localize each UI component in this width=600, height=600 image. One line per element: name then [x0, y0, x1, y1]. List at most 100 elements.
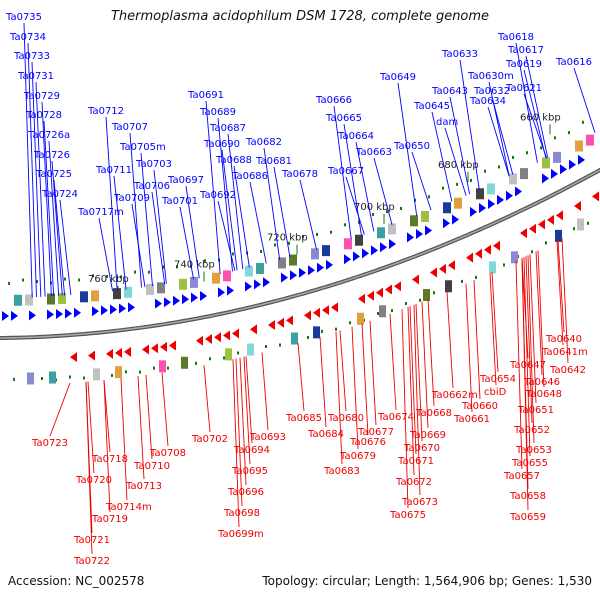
forward-gene-arrow — [425, 225, 432, 236]
forward-leader-line — [35, 81, 46, 297]
forward-gene-label: Ta0688 — [215, 155, 252, 166]
forward-leader-line — [573, 67, 596, 133]
forward-leader-line — [273, 166, 291, 258]
forward-feature-block — [542, 157, 550, 169]
forward-leader-line — [487, 106, 510, 177]
forward-leader-line — [345, 176, 365, 235]
reverse-gene-label: Ta0671 — [397, 456, 434, 467]
reverse-gene-arrow — [142, 344, 149, 355]
reverse-leader-line — [446, 291, 454, 389]
forward-feature-block — [113, 288, 121, 300]
forward-feature-block — [388, 223, 396, 235]
forward-leader-line — [113, 175, 127, 290]
ring-tick — [36, 280, 38, 284]
forward-feature-block — [377, 227, 385, 239]
reverse-leader-line — [535, 251, 543, 376]
forward-gene-arrow — [254, 279, 261, 290]
reverse-feature-block — [577, 218, 584, 231]
forward-gene-arrow — [326, 259, 333, 270]
forward-leader-line — [129, 132, 142, 288]
reverse-leader-line — [537, 250, 545, 388]
forward-gene-arrow — [101, 305, 108, 316]
forward-feature-block — [245, 265, 253, 277]
reverse-gene-label: Ta0642 — [549, 365, 586, 376]
forward-leader-line — [263, 147, 281, 261]
reverse-feature-block — [181, 356, 188, 369]
ring-tick — [349, 321, 351, 325]
forward-gene-label: Ta0728 — [25, 110, 62, 121]
reverse-feature-block — [291, 332, 298, 345]
forward-gene-arrow — [317, 262, 324, 273]
ring-tick — [503, 263, 505, 267]
reverse-feature-block — [445, 280, 452, 293]
ring-tick — [167, 366, 169, 370]
forward-leader-line — [523, 69, 547, 159]
forward-gene-arrow — [11, 310, 18, 321]
ring-tick — [83, 376, 85, 380]
reverse-gene-label: Ta0695 — [231, 466, 268, 477]
forward-gene-arrow — [569, 159, 576, 170]
reverse-feature-block — [555, 229, 562, 242]
forward-gene-arrow — [578, 154, 585, 165]
reverse-gene-label: Ta0646 — [523, 377, 560, 388]
ring-tick — [237, 351, 239, 355]
ring-tick — [274, 243, 276, 247]
ring-tick — [540, 146, 542, 150]
forward-feature-block — [47, 293, 55, 305]
forward-gene-arrow — [155, 298, 162, 309]
forward-leader-line — [205, 100, 221, 275]
forward-gene-label: Ta0682 — [245, 137, 282, 148]
ring-tick — [587, 221, 589, 225]
forward-gene-label: Ta0734 — [9, 32, 46, 43]
reverse-feature-block — [511, 251, 518, 264]
ring-tick — [22, 278, 24, 282]
reverse-leader-line — [389, 313, 397, 411]
reverse-leader-line — [407, 306, 415, 476]
reverse-feature-block — [93, 368, 100, 381]
ring-tick — [209, 357, 211, 361]
reverse-gene-label: Ta0672 — [395, 477, 432, 488]
forward-leader-line — [131, 203, 146, 288]
reverse-gene-arrow — [376, 287, 383, 298]
forward-gene-arrow — [344, 254, 351, 265]
forward-gene-label: Ta0726 — [33, 150, 70, 161]
forward-leader-line — [98, 217, 114, 292]
reverse-gene-arrow — [277, 317, 284, 328]
ring-tick — [279, 343, 281, 347]
reverse-leader-line — [297, 343, 305, 412]
reverse-feature-block — [423, 289, 430, 302]
forward-gene-label: Ta0667 — [327, 166, 364, 177]
forward-gene-arrow — [173, 295, 180, 306]
reverse-gene-label: Ta0640 — [545, 334, 582, 345]
ring-tick — [302, 234, 304, 238]
ring-tick — [470, 178, 472, 182]
forward-gene-arrow — [497, 194, 504, 205]
reverse-gene-label: cbiD — [484, 387, 507, 398]
forward-gene-arrow — [389, 239, 396, 250]
reverse-feature-block — [115, 366, 122, 379]
ring-tick — [139, 370, 141, 374]
forward-feature-block — [14, 294, 22, 306]
reverse-gene-label: Ta0720 — [75, 475, 112, 486]
reverse-gene-label: Ta0651 — [517, 405, 554, 416]
reverse-gene-label: Ta0652 — [513, 425, 550, 436]
forward-leader-line — [523, 93, 548, 159]
forward-gene-label: Ta0632 — [473, 86, 510, 97]
reverse-gene-arrow — [232, 328, 239, 339]
reverse-gene-label: Ta0680 — [327, 413, 364, 424]
reverse-leader-line — [161, 372, 169, 447]
forward-gene-arrow — [218, 287, 225, 298]
ring-tick — [321, 329, 323, 333]
reverse-leader-line — [527, 255, 535, 444]
forward-feature-block — [509, 173, 517, 185]
ring-tick — [176, 265, 178, 269]
forward-gene-arrow — [479, 202, 486, 213]
forward-gene-arrow — [452, 214, 459, 225]
reverse-gene-label: Ta0673 — [401, 497, 438, 508]
forward-gene-label: Ta0663 — [355, 147, 392, 158]
ring-tick — [260, 249, 262, 253]
forward-gene-label: dam — [436, 117, 458, 128]
reverse-gene-arrow — [538, 219, 545, 230]
reverse-gene-arrow — [547, 214, 554, 225]
